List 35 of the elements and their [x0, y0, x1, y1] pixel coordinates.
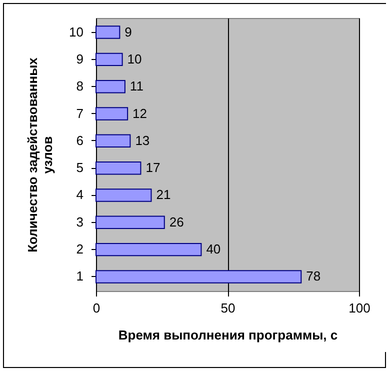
data-label: 9: [124, 24, 132, 40]
data-label: 13: [135, 132, 150, 148]
y-tick-label: 6: [76, 132, 84, 148]
bar: [96, 242, 202, 256]
y-tick-label: 8: [76, 78, 84, 94]
x-axis-title: Время выполнения программы, с: [118, 328, 338, 342]
y-tick-label: 3: [76, 214, 84, 230]
y-tick-label: 4: [76, 187, 84, 202]
bar: [96, 270, 302, 284]
data-label: 10: [127, 51, 142, 66]
y-tick-label: 5: [76, 160, 84, 176]
y-tick-label: 2: [76, 242, 84, 257]
bar: [96, 134, 131, 148]
bar: [96, 161, 142, 175]
y-tick-label: 7: [76, 106, 84, 121]
x-tick-label: 50: [220, 300, 236, 316]
y-axis-title: Количество задействованных узлов: [25, 56, 56, 252]
data-label: 12: [132, 106, 148, 121]
data-label: 11: [130, 78, 144, 94]
bar: [96, 107, 128, 120]
bar: [96, 80, 126, 94]
x-tick-label: 0: [92, 300, 100, 316]
bar: [96, 26, 120, 39]
data-label: 78: [306, 268, 321, 284]
data-label: 17: [146, 160, 160, 176]
data-label: 21: [156, 187, 171, 202]
y-tick-label: 9: [76, 51, 84, 66]
x-tick-label: 100: [348, 300, 370, 316]
y-tick-label: 10: [69, 24, 84, 40]
bar: [96, 52, 123, 66]
data-label: 26: [169, 214, 184, 230]
data-label: 40: [206, 242, 221, 257]
bar: [96, 216, 165, 230]
y-tick-label: 1: [76, 268, 84, 284]
bar: [96, 188, 152, 202]
